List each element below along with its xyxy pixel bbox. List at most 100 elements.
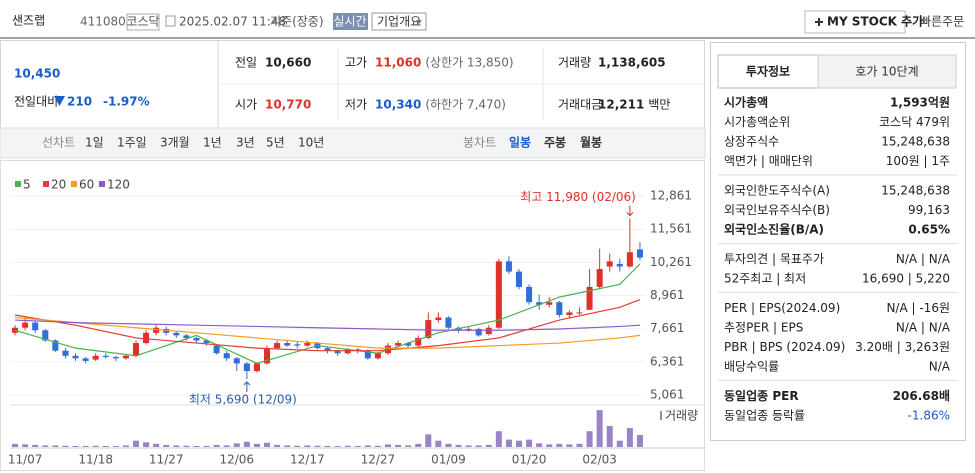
period-tab[interactable]: 3개월 <box>160 136 190 150</box>
candle-body <box>253 363 260 372</box>
candle-body <box>12 327 19 333</box>
info-label: 52주최고 | 최저 <box>724 272 806 286</box>
volume-bar <box>606 425 613 447</box>
candle-body <box>183 335 190 338</box>
company-button[interactable]: 기업개요 <box>377 15 421 29</box>
candle-body <box>62 350 69 356</box>
candle-tab[interactable]: 주봉 <box>544 136 566 150</box>
info-label: 액면가 | 매매단위 <box>724 154 813 168</box>
volume-bar <box>395 444 402 447</box>
y-tick-label: 12,861 <box>650 189 692 203</box>
volume-bar <box>475 445 482 447</box>
volume-bar <box>566 444 573 447</box>
info-label: 상장주식수 <box>724 135 779 149</box>
volume-bar <box>42 445 49 447</box>
volume-bar <box>435 440 442 447</box>
legend-swatch <box>15 181 21 187</box>
volume-bar <box>546 444 553 447</box>
market: 코스닥 <box>126 15 159 29</box>
candle-body <box>556 302 563 315</box>
y-tick-label: 5,061 <box>650 388 684 402</box>
tab[interactable] <box>817 54 957 89</box>
volume-bar <box>515 440 523 447</box>
info-value: 15,248,638 <box>881 184 950 198</box>
period-tab[interactable]: 3년 <box>236 136 255 150</box>
button[interactable] <box>371 12 427 31</box>
legend-label: 5 <box>23 178 31 192</box>
annotation-arrow <box>243 381 251 393</box>
volume-bar <box>415 443 422 447</box>
candle-body <box>546 302 553 305</box>
volume-bar <box>22 444 29 447</box>
period-tab[interactable]: 5년 <box>266 136 285 150</box>
volume-bar <box>122 445 129 447</box>
candle-body <box>445 317 452 328</box>
info-value: N/A | N/A <box>896 321 951 335</box>
info-value: N/A | -16원 <box>886 301 950 315</box>
candle-tab[interactable]: 일봉 <box>509 136 531 150</box>
candle-body <box>294 344 301 346</box>
candle-body <box>324 348 331 351</box>
stat-label: 거래량 <box>558 56 591 70</box>
stat-value: 10,660 <box>265 56 311 70</box>
candle-tab[interactable]: 월봉 <box>580 135 602 150</box>
volume-bar <box>344 445 351 447</box>
period-tab[interactable]: 1년 <box>203 136 222 150</box>
info-label: 동일업종 등락률 <box>724 409 805 423</box>
volume-label: 거래량 <box>665 409 698 423</box>
volume-bar <box>586 431 593 447</box>
candle-body <box>193 337 200 341</box>
info-label: PBR | BPS (2024.09) <box>724 340 845 354</box>
calendar-icon <box>165 15 176 27</box>
volume-bar <box>304 445 311 447</box>
button[interactable] <box>804 10 906 34</box>
candle-body <box>304 343 311 346</box>
candle-body <box>526 286 533 303</box>
stat-value: 10,770 <box>265 98 311 112</box>
volume-bar <box>223 445 230 447</box>
badge <box>333 13 368 30</box>
volume-bar <box>616 440 623 447</box>
badge <box>126 13 160 31</box>
period-tab[interactable]: 1일 <box>85 136 104 150</box>
info-value: N/A | N/A <box>896 252 951 266</box>
datetime: 2025.02.07 11:48 <box>179 15 286 29</box>
candle-body <box>425 320 432 338</box>
info-label: 투자의견 | 목표주가 <box>724 252 824 266</box>
legend-swatch <box>43 181 49 187</box>
ma-line <box>14 316 641 349</box>
info-tab[interactable]: 호가 10단계 <box>855 65 918 79</box>
volume-bar <box>153 443 160 447</box>
period-tab[interactable]: 10년 <box>298 136 324 150</box>
candle-body <box>22 322 29 328</box>
quick-order[interactable]: 빠른주문 <box>920 15 964 29</box>
candle-body <box>223 353 230 359</box>
stat-label: 거래대금 <box>558 98 602 112</box>
volume-bar <box>425 434 432 447</box>
change-label: 전일대비 <box>14 95 58 109</box>
period-tab[interactable]: 1주일 <box>117 136 147 150</box>
info-value: 16,690 | 5,220 <box>862 272 950 286</box>
candle-body <box>354 349 361 351</box>
period-bar <box>0 127 706 159</box>
stat-label: 시가 <box>235 98 257 112</box>
volume-bar <box>233 443 240 447</box>
info-label: 동일업종 PER <box>724 389 799 403</box>
candle-body <box>173 332 180 336</box>
volume-bar <box>82 445 89 447</box>
info-label: 배당수익률 <box>724 360 779 374</box>
info-value: 코스닥 479위 <box>879 115 950 129</box>
candle-body <box>495 261 502 328</box>
candle-body <box>52 340 59 351</box>
info-label: PER | EPS(2024.09) <box>724 301 840 315</box>
stat-extra: (하한가 7,470) <box>425 98 506 112</box>
annotation: 최저 5,690 (12/09) <box>189 393 297 407</box>
info-tab[interactable]: 투자정보 <box>746 64 790 79</box>
stock-code: 411080 <box>80 15 126 29</box>
volume-icon <box>660 411 662 420</box>
candle-body <box>596 269 603 287</box>
mystock-button[interactable]: MY STOCK 추가 <box>827 14 923 29</box>
volume-bar <box>636 435 643 447</box>
volume-bar <box>92 445 99 447</box>
info-label: 외국인보유주식수(B) <box>724 203 830 217</box>
